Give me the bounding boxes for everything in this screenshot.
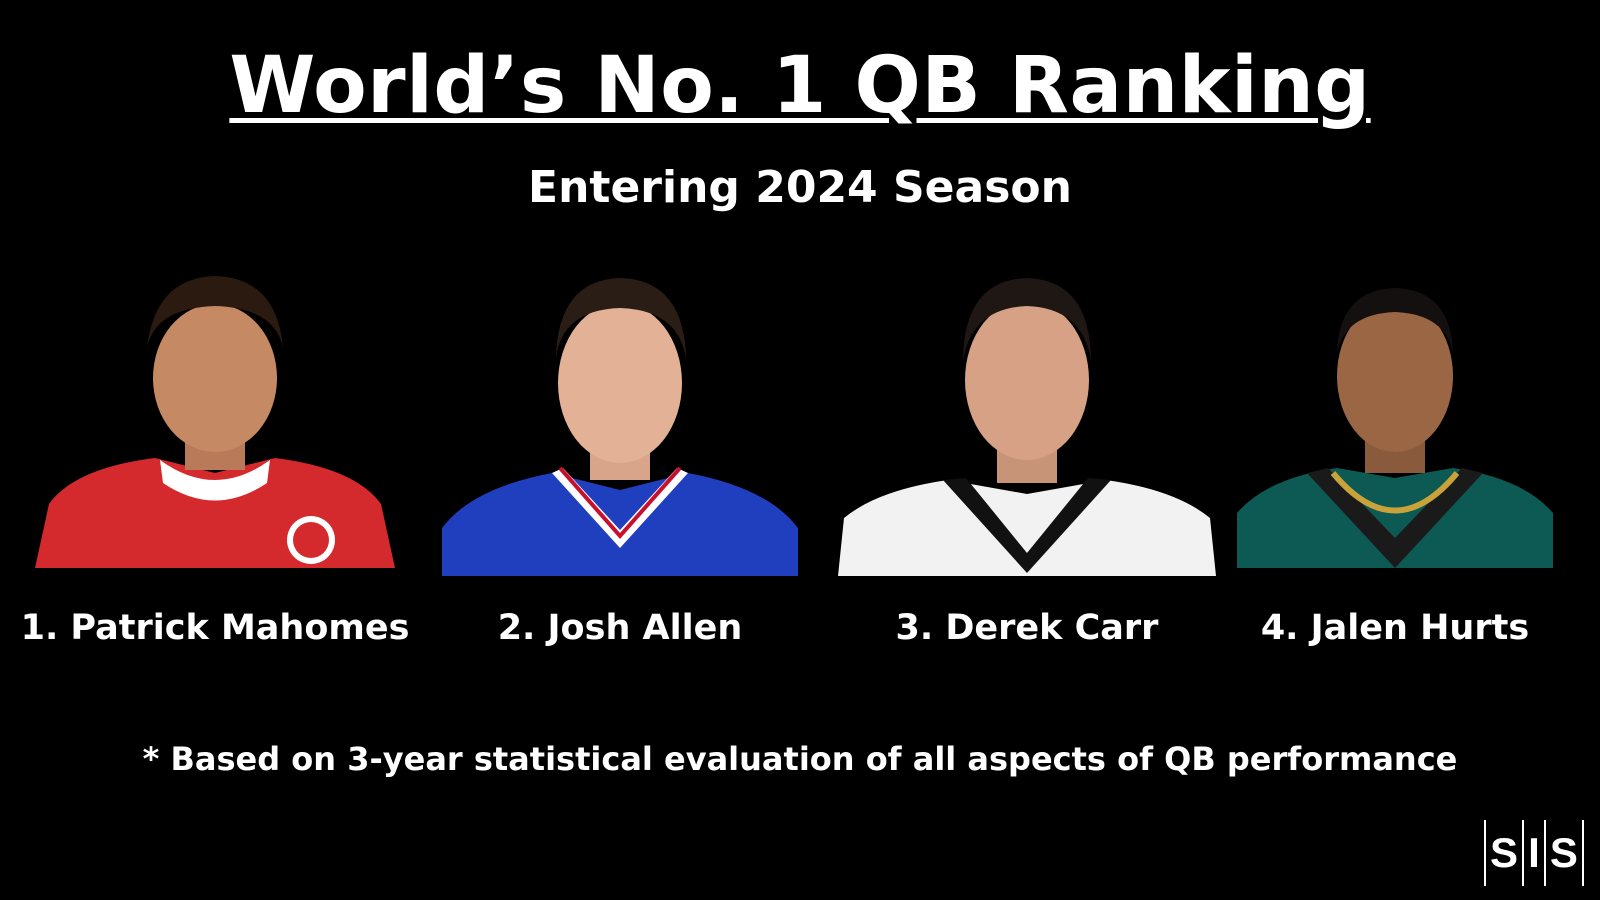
logo-letter: S xyxy=(1490,829,1519,876)
player-label-1: 1. Patrick Mahomes xyxy=(20,608,410,648)
player-photo-2 xyxy=(442,268,798,576)
player-card-2: 2. Josh Allen xyxy=(442,268,798,648)
page-subtitle: Entering 2024 Season xyxy=(528,162,1072,213)
page-title-text: World’s No. 1 QB Ranking xyxy=(229,41,1371,131)
logo-letter: S xyxy=(1549,829,1578,876)
page-title: World’s No. 1 QB Ranking xyxy=(0,41,1600,131)
player-photo-4 xyxy=(1237,268,1553,568)
logo-divider xyxy=(1484,820,1487,886)
footnote: * Based on 3-year statistical evaluation… xyxy=(142,740,1458,778)
player-photo-1 xyxy=(35,268,395,568)
sis-logo: S I S xyxy=(1482,820,1586,886)
player-label-4: 4. Jalen Hurts xyxy=(1260,608,1530,648)
player-label-2: 2. Josh Allen xyxy=(497,608,743,648)
logo-divider xyxy=(1522,820,1525,886)
logo-divider xyxy=(1581,820,1584,886)
player-card-4: 4. Jalen Hurts xyxy=(1237,268,1553,648)
player-card-1: 1. Patrick Mahomes xyxy=(21,268,409,648)
player-photo-3 xyxy=(838,268,1216,576)
logo-divider xyxy=(1543,820,1546,886)
logo-letter: I xyxy=(1528,829,1540,876)
player-label-3: 3. Derek Carr xyxy=(895,608,1159,648)
player-card-3: 3. Derek Carr xyxy=(838,268,1216,648)
